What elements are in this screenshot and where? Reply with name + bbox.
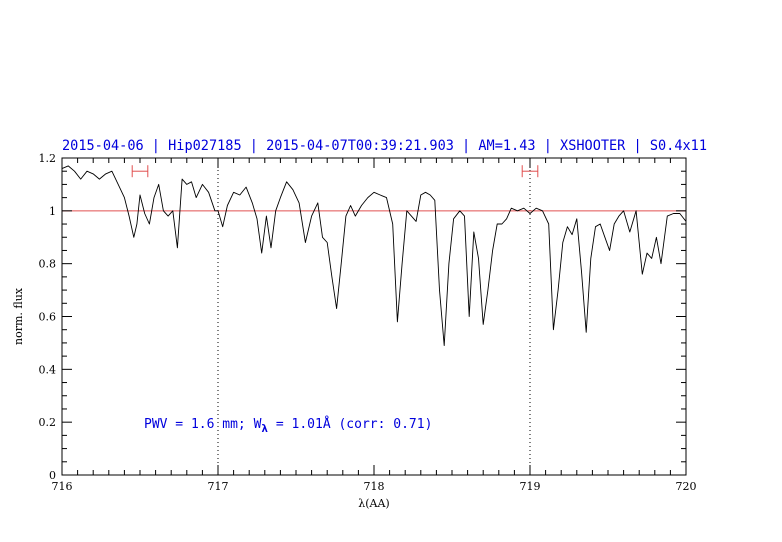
y-tick-label: 0 bbox=[49, 469, 56, 482]
x-tick-label: 718 bbox=[364, 480, 385, 493]
y-tick-label: 0.6 bbox=[39, 311, 57, 324]
annotation-suffix: = 1.01Å (corr: 0.71) bbox=[268, 416, 432, 432]
plot-frame bbox=[61, 157, 687, 476]
chart-title: 2015-04-06 | Hip027185 | 2015-04-07T00:3… bbox=[62, 138, 707, 154]
x-axis-label: λ(AA) bbox=[358, 497, 389, 510]
pwv-annotation: PWV = 1.6 mm; Wλ = 1.01Å (corr: 0.71) bbox=[144, 416, 432, 435]
range-marker bbox=[521, 165, 539, 178]
range-marker bbox=[131, 165, 149, 178]
annotation-subscript: λ bbox=[261, 422, 268, 435]
y-tick-label: 0.4 bbox=[39, 363, 57, 376]
x-tick-label: 716 bbox=[52, 480, 73, 493]
x-tick-label: 720 bbox=[676, 480, 697, 493]
chart-marks bbox=[61, 165, 687, 347]
y-axis-label: norm. flux bbox=[12, 287, 25, 345]
x-tick-label: 719 bbox=[520, 480, 541, 493]
y-tick-label: 0.8 bbox=[39, 258, 57, 271]
y-tick-label: 0.2 bbox=[39, 416, 57, 429]
axis-ticks: 716 717 718 719 720 0 0.2 0.4 0.6 0.8 1 1.2 bbox=[39, 152, 697, 493]
y-tick-label: 1.2 bbox=[39, 152, 57, 165]
y-tick-label: 1 bbox=[49, 205, 56, 218]
x-tick-label: 717 bbox=[208, 480, 229, 493]
spectrum-line bbox=[61, 165, 687, 347]
annotation-prefix: PWV = 1.6 mm; W bbox=[144, 417, 262, 432]
